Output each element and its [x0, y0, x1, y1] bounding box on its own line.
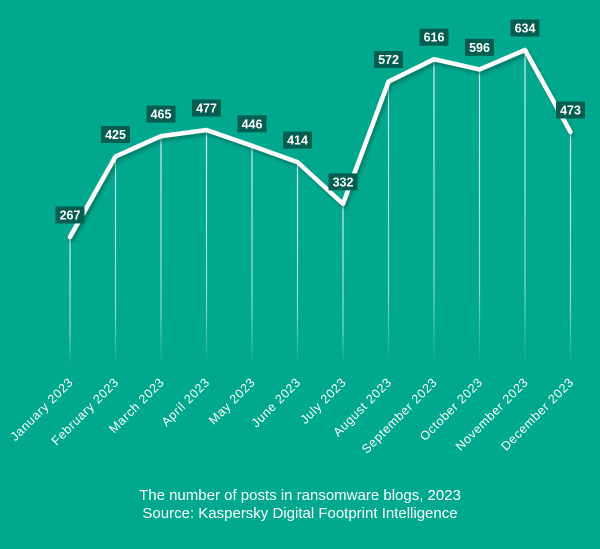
x-tick-label: June 2023 [249, 375, 304, 430]
data-label: 477 [192, 99, 221, 117]
data-label-box [374, 51, 403, 69]
drop-line [569, 132, 572, 366]
data-label: 446 [237, 115, 267, 133]
drop-line [433, 59, 435, 366]
data-label-text: 446 [242, 117, 263, 131]
data-label-text: 332 [333, 175, 354, 189]
series-line [67, 47, 573, 240]
data-label-text: 477 [196, 101, 217, 115]
drop-line [114, 156, 117, 366]
chart-title: The number of posts in ransomware blogs,… [139, 487, 461, 504]
drop-line [160, 136, 162, 366]
data-label-box [237, 115, 267, 133]
drop-line [478, 69, 481, 366]
data-label-text: 634 [515, 22, 536, 36]
data-label-text: 465 [151, 108, 172, 122]
data-label: 267 [55, 206, 85, 224]
data-label: 634 [510, 19, 540, 37]
data-label: 596 [465, 38, 494, 56]
data-label: 572 [374, 51, 403, 69]
data-label-box [101, 125, 130, 143]
x-tick-label: April 2023 [159, 375, 213, 429]
data-label: 473 [556, 101, 585, 119]
data-label-text: 616 [424, 31, 445, 45]
data-label-text: 572 [378, 53, 399, 67]
data-label-box [419, 28, 449, 46]
data-label-box [556, 101, 585, 119]
data-label-box [465, 38, 494, 56]
data-label-box [192, 99, 221, 117]
data-label: 465 [146, 105, 176, 123]
data-label-text: 425 [105, 128, 126, 142]
data-label: 616 [419, 28, 449, 46]
data-label: 425 [101, 125, 130, 143]
data-label-text: 267 [60, 209, 81, 223]
x-tick-label: September 2023 [359, 375, 440, 456]
data-label: 414 [283, 131, 312, 149]
data-label-box [328, 173, 358, 191]
data-label: 332 [328, 173, 358, 191]
data-label-text: 414 [287, 134, 308, 148]
drop-line [296, 162, 299, 366]
data-label-box [146, 105, 176, 123]
data-label-box [55, 206, 85, 224]
data-label-text: 473 [560, 104, 581, 118]
series-group [67, 47, 573, 240]
drop-line [387, 81, 390, 366]
drop-line [251, 145, 253, 366]
drop-line [69, 237, 71, 366]
data-label-box [283, 131, 312, 149]
data-label-box [510, 19, 540, 37]
drop-line [342, 203, 344, 366]
value-labels: 267 425 465 477 446 414 332 572 616 596 634 473 [55, 19, 585, 224]
drop-line [524, 50, 526, 366]
drop-line [205, 129, 208, 366]
data-label-text: 596 [469, 41, 490, 55]
drop-lines [69, 50, 572, 366]
chart-source: Source: Kaspersky Digital Footprint Inte… [142, 505, 458, 522]
